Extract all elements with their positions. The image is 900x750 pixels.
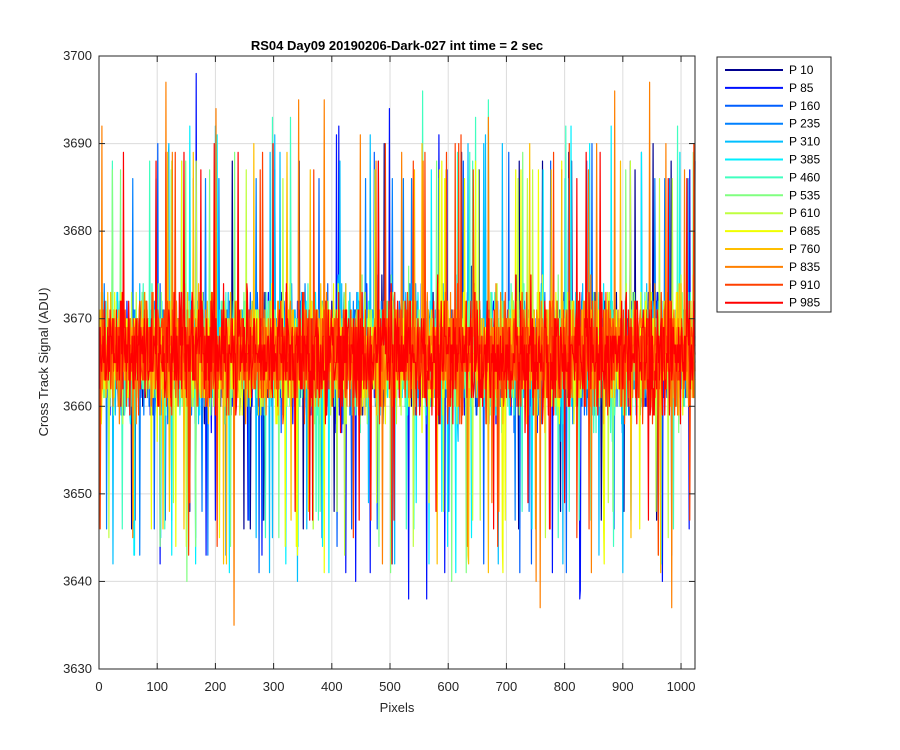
y-tick-label: 3640 [63,573,92,588]
legend-label: P 385 [789,153,820,167]
y-tick-label: 3680 [63,223,92,238]
x-tick-label: 200 [205,679,227,694]
y-tick-label: 3650 [63,486,92,501]
legend-items: P 10 P 85 P 160 P 235 P 310 P 385 P 460 P 535 P … [725,63,820,310]
x-tick-label: 900 [612,679,634,694]
x-tick-label: 800 [554,679,576,694]
legend-label: P 310 [789,135,820,149]
series-line [98,142,696,530]
legend-label: P 85 [789,81,814,95]
y-axis-label: Cross Track Signal (ADU) [36,288,51,437]
legend-label: P 910 [789,278,820,292]
legend-label: P 685 [789,224,820,238]
x-tick-label: 0 [95,679,102,694]
y-tick-label: 3700 [63,48,92,63]
legend-label: P 610 [789,206,820,220]
legend-label: P 10 [789,63,814,77]
legend-label: P 460 [789,170,820,184]
legend-label: P 985 [789,296,820,310]
x-tick-label: 500 [379,679,401,694]
y-tick-labels: 3630 3640 3650 3660 3670 3680 3690 3700 [63,48,92,676]
x-tick-label: 600 [437,679,459,694]
series-lines [98,72,696,626]
x-axis-label: Pixels [380,700,415,715]
x-tick-labels: 0 100 200 300 400 500 600 700 800 900 1000 [95,679,695,694]
x-tick-label: 700 [496,679,518,694]
legend-label: P 760 [789,242,820,256]
legend-label: P 235 [789,117,820,131]
legend-label: P 835 [789,260,820,274]
legend-box [716,56,832,313]
y-tick-label: 3690 [63,136,92,151]
axis-ticks [98,55,695,670]
y-tick-label: 3630 [63,661,92,676]
y-tick-label: 3660 [63,398,92,413]
chart-title: RS04 Day09 20190206-Dark-027 int time = … [251,38,543,53]
plot-frame [98,55,696,670]
legend: P 10 P 85 P 160 P 235 P 310 P 385 P 460 P 535 P … [716,56,832,313]
x-tick-label: 100 [146,679,168,694]
y-tick-label: 3670 [63,311,92,326]
legend-label: P 535 [789,188,820,202]
legend-label: P 160 [789,99,820,113]
x-tick-label: 1000 [667,679,696,694]
x-tick-label: 400 [321,679,343,694]
x-tick-label: 300 [263,679,285,694]
